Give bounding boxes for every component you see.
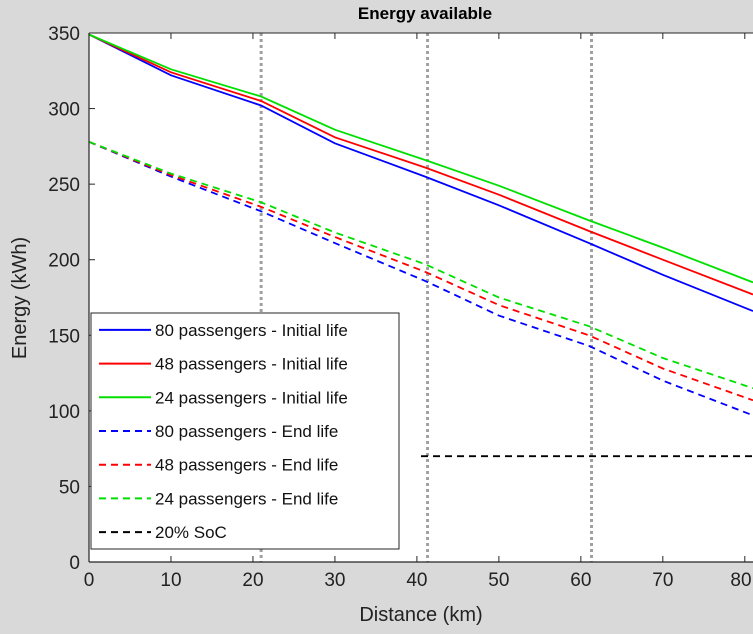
- x-tick-label: 50: [488, 570, 509, 591]
- series-line-5: [88, 140, 753, 402]
- legend-label: 48 passengers - Initial life: [155, 355, 348, 374]
- x-tick-label: 40: [406, 570, 427, 591]
- series-line-3: [88, 33, 753, 284]
- x-tick-label: 20: [242, 570, 263, 591]
- x-tick-label: 30: [324, 570, 345, 591]
- x-tick-label: 80: [730, 570, 751, 591]
- x-tick-label: 0: [84, 570, 95, 591]
- y-axis-label: Energy (kWh): [9, 237, 31, 359]
- series-layer: [88, 33, 753, 458]
- x-tick-label: 10: [160, 570, 181, 591]
- y-tick-label: 200: [48, 251, 80, 272]
- y-tick-label: 250: [48, 175, 80, 196]
- legend-label: 80 passengers - End life: [155, 422, 338, 441]
- series-line-2: [88, 33, 753, 296]
- y-tick-label: 150: [48, 326, 80, 347]
- y-tick-label: 100: [48, 402, 80, 423]
- series-line-4: [88, 140, 753, 417]
- legend-label: 80 passengers - Initial life: [155, 321, 348, 340]
- y-tick-label: 0: [69, 553, 80, 574]
- axes: 0 10 20 30 40 50 60 70 80 0 50 100 150 200 250 300 350: [48, 24, 753, 591]
- series-line-1: [88, 33, 753, 312]
- legend-box: [90, 312, 400, 550]
- legend-label: 20% SoC: [155, 523, 227, 542]
- x-axis-label: Distance (km): [359, 604, 482, 626]
- legend-label: 48 passengers - End life: [155, 456, 338, 475]
- y-tick-label: 350: [48, 24, 80, 45]
- chart-title: Energy available: [358, 4, 492, 23]
- legend-label: 24 passengers - Initial life: [155, 388, 348, 407]
- y-tick-label: 300: [48, 100, 80, 121]
- x-tick-label: 60: [570, 570, 591, 591]
- legend-label: 24 passengers - End life: [155, 489, 338, 508]
- x-tick-label: 70: [652, 570, 673, 591]
- y-tick-label: 50: [59, 477, 80, 498]
- legend: 80 passengers - Initial life 48 passenger…: [90, 312, 400, 550]
